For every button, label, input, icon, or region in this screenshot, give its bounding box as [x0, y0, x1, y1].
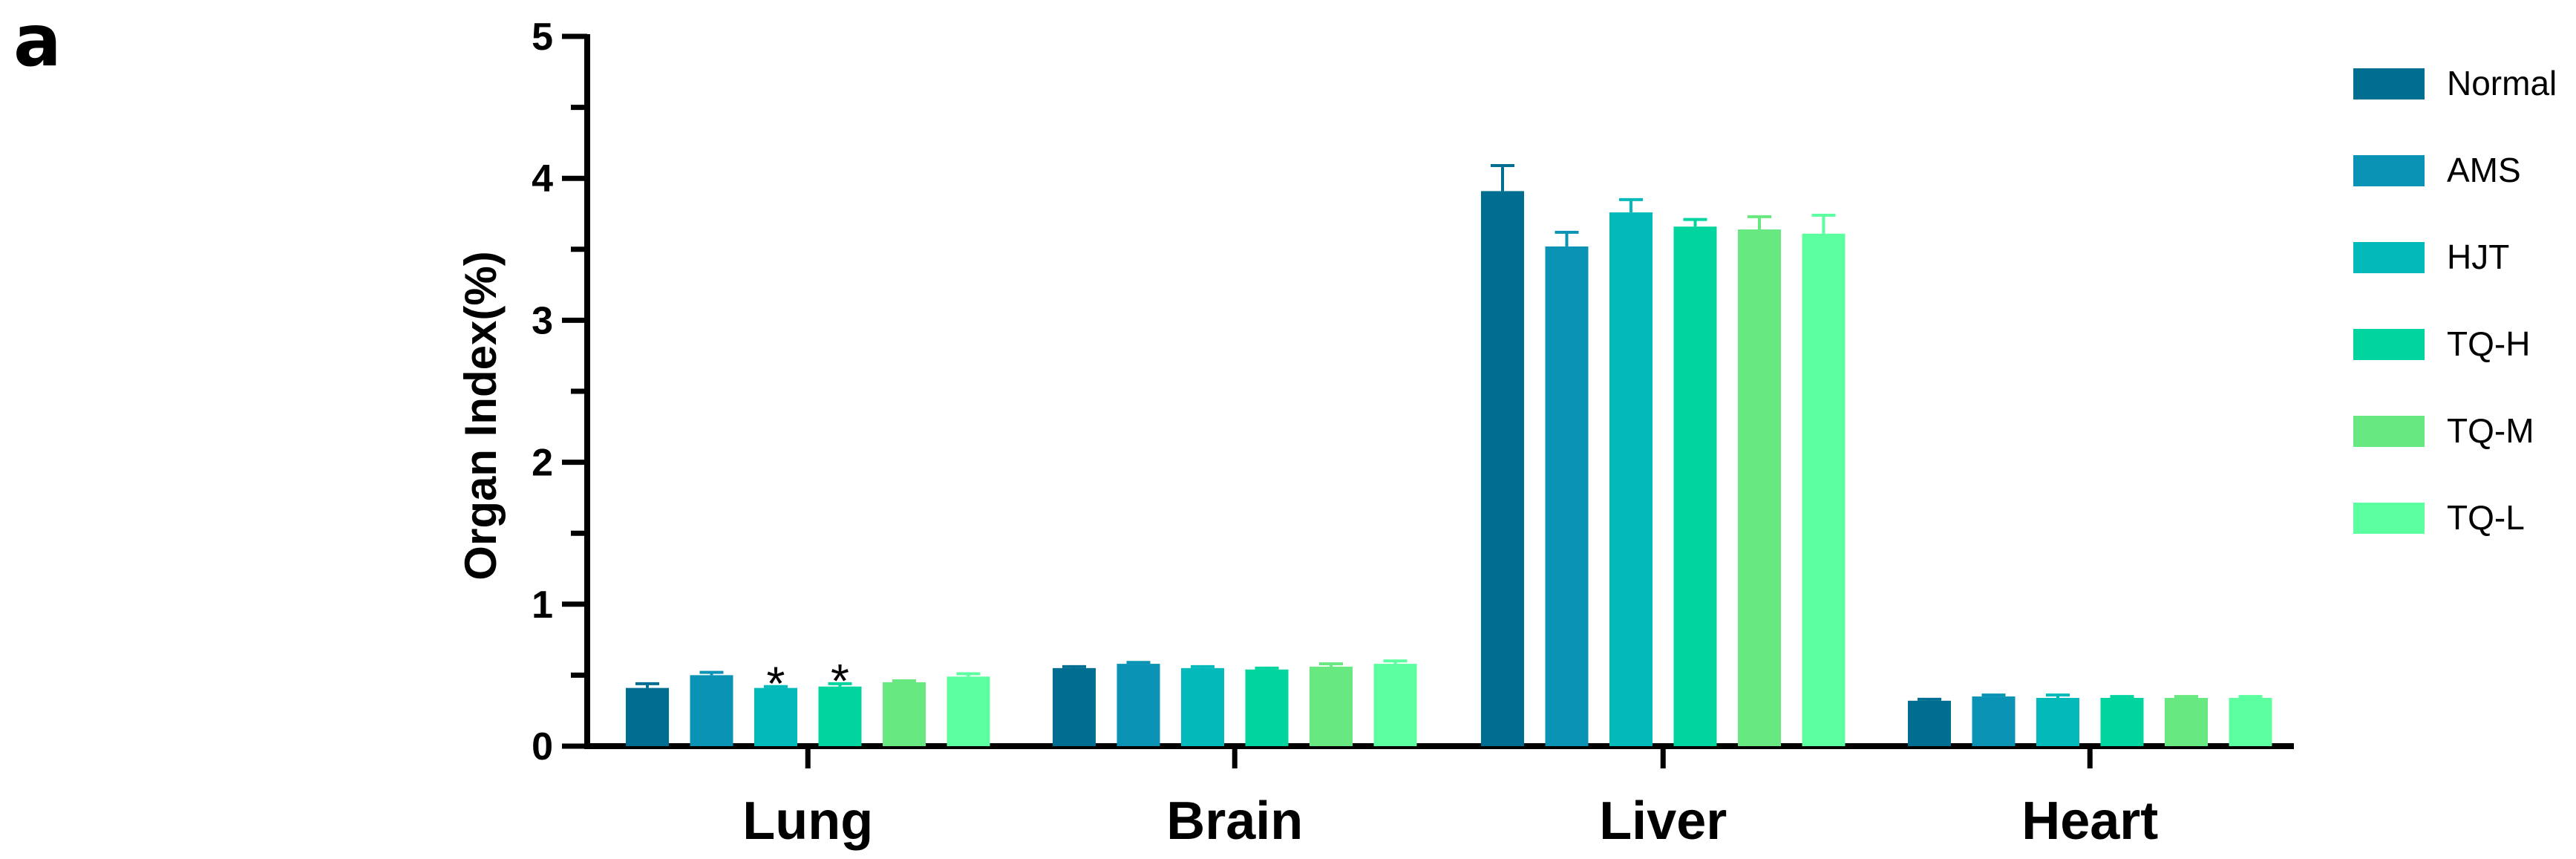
bar [1802, 233, 1846, 746]
legend-swatch [2353, 416, 2425, 447]
bar [1673, 226, 1717, 746]
bar [1053, 667, 1096, 746]
bar [2036, 697, 2079, 746]
x-category-label: Liver [1599, 791, 1727, 851]
y-tick-label: 1 [532, 584, 553, 627]
bar [1738, 229, 1781, 747]
x-category-label: Lung [742, 791, 873, 851]
bar [1117, 664, 1160, 746]
annotations-group: * * [767, 654, 849, 711]
bar [2100, 697, 2144, 746]
legend-label: AMS [2447, 151, 2521, 189]
bar [1609, 212, 1653, 746]
bar [1181, 667, 1224, 746]
legend-label: Normal [2447, 64, 2557, 102]
bar [1481, 191, 1524, 747]
bar [1245, 669, 1289, 746]
y-tick-label: 0 [532, 725, 553, 768]
y-tick-label: 2 [532, 442, 553, 485]
significance-marker: * [767, 657, 785, 711]
bar [818, 686, 862, 746]
bar [947, 676, 990, 746]
x-category-label: Brain [1166, 791, 1303, 851]
legend-swatch [2353, 68, 2425, 99]
legend-label: TQ-L [2447, 498, 2525, 537]
x-axis: Lung Brain Liver Heart [584, 743, 2294, 851]
bar [2229, 697, 2272, 746]
significance-marker: * [831, 654, 849, 708]
bar [1972, 696, 2016, 746]
bar [1545, 246, 1589, 746]
bar [2165, 697, 2208, 746]
y-axis-title: Organ Index(%) [456, 251, 506, 580]
bar [883, 682, 926, 746]
legend: Normal AMS HJT TQ-H TQ-M TQ-L [2353, 64, 2557, 537]
bar [1908, 700, 1951, 746]
legend-label: TQ-M [2447, 411, 2534, 450]
legend-swatch [2353, 155, 2425, 186]
y-axis: 0 1 2 3 4 5 [532, 16, 590, 768]
bar [754, 687, 797, 746]
x-category-label: Heart [2021, 791, 2158, 851]
y-tick-label: 3 [532, 299, 553, 342]
bar [1310, 666, 1353, 746]
y-tick-label: 4 [532, 157, 553, 200]
legend-swatch [2353, 242, 2425, 273]
legend-label: HJT [2447, 238, 2509, 276]
bar [1373, 664, 1417, 746]
bars-group [626, 163, 2272, 747]
legend-swatch [2353, 329, 2425, 360]
legend-swatch [2353, 503, 2425, 534]
legend-label: TQ-H [2447, 324, 2530, 363]
bar [690, 675, 733, 746]
panel-label: a [13, 0, 62, 82]
bar [626, 687, 669, 746]
y-tick-label: 5 [532, 16, 553, 59]
